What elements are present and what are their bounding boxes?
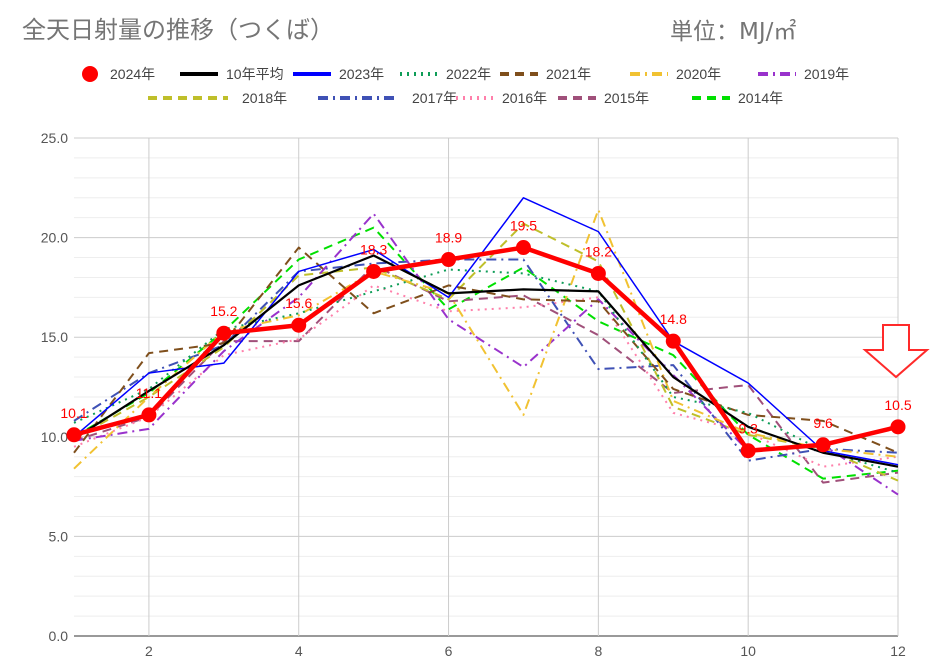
- data-label-2024: 15.2: [210, 303, 237, 319]
- data-label-2024: 15.6: [285, 295, 312, 311]
- legend-label: 2019年: [804, 66, 849, 82]
- data-label-2024: 10.5: [884, 397, 911, 413]
- legend-label: 2022年: [446, 66, 491, 82]
- unit-label: 単位：MJ/㎡: [670, 19, 797, 45]
- series-line-3: [73, 197, 899, 466]
- legend-label: 2014年: [738, 90, 783, 106]
- legend-label: 2017年: [412, 90, 457, 106]
- x-tick-label: 2: [145, 643, 153, 659]
- data-label-2024: 9.3: [738, 421, 758, 437]
- legend-label: 2016年: [502, 90, 547, 106]
- data-label-2024: 18.2: [585, 243, 612, 259]
- series-line-12: [73, 226, 899, 480]
- data-point-2024: [291, 317, 307, 333]
- series-line-1: [73, 245, 899, 453]
- y-tick-label: 10.0: [41, 429, 68, 445]
- data-point-2024: [66, 427, 82, 443]
- series-line-6: [73, 208, 899, 470]
- legend-label: 10年平均: [226, 66, 284, 82]
- series-line-10: [73, 284, 899, 468]
- legend-label: 2023年: [339, 66, 384, 82]
- y-tick-label: 20.0: [41, 230, 68, 246]
- x-tick-label: 4: [295, 643, 303, 659]
- series-line-2: [73, 254, 899, 468]
- legend-label: 2018年: [242, 90, 287, 106]
- data-label-2024: 18.9: [435, 230, 462, 246]
- chart-title: 全天日射量の推移（つくば）: [22, 16, 334, 44]
- x-tick-label: 10: [740, 643, 756, 659]
- data-label-2024: 18.3: [360, 241, 387, 257]
- data-point-2024: [890, 419, 906, 435]
- data-point-2024: [590, 265, 606, 281]
- legend-label: 2024年: [110, 66, 155, 82]
- y-tick-label: 5.0: [49, 528, 69, 544]
- data-label-2024: 19.5: [510, 218, 537, 234]
- data-label-2024: 9.6: [813, 415, 833, 431]
- legend: 2024年 10年平均 2023年 2022年 2021年 2020年 2019年 2018年…: [82, 66, 849, 106]
- data-label-2024: 11.1: [136, 385, 162, 401]
- data-label-2024: 10.1: [60, 405, 87, 421]
- legend-label: 2015年: [604, 90, 649, 106]
- y-tick-label: 15.0: [41, 329, 68, 345]
- legend-label: 2021年: [546, 66, 591, 82]
- x-tick-label: 8: [594, 643, 602, 659]
- y-tick-label: 25.0: [41, 130, 68, 146]
- data-label-2024: 14.8: [660, 311, 687, 327]
- data-point-2024: [366, 263, 382, 279]
- data-point-2024: [216, 325, 232, 341]
- x-tick-label: 6: [445, 643, 453, 659]
- series-line-4: [73, 268, 899, 474]
- down-arrow-icon: [862, 324, 930, 379]
- series-line-5: [73, 246, 899, 454]
- data-point-2024: [815, 437, 831, 453]
- data-point-2024: [515, 240, 531, 256]
- data-point-2024: [665, 333, 681, 349]
- legend-marker-2024: [82, 66, 98, 82]
- legend-label: 2020年: [676, 66, 721, 82]
- x-tick-label: 12: [890, 643, 906, 659]
- data-point-2024: [141, 407, 157, 423]
- data-point-2024: [740, 443, 756, 459]
- y-tick-label: 0.0: [49, 628, 69, 644]
- data-point-2024: [441, 252, 457, 268]
